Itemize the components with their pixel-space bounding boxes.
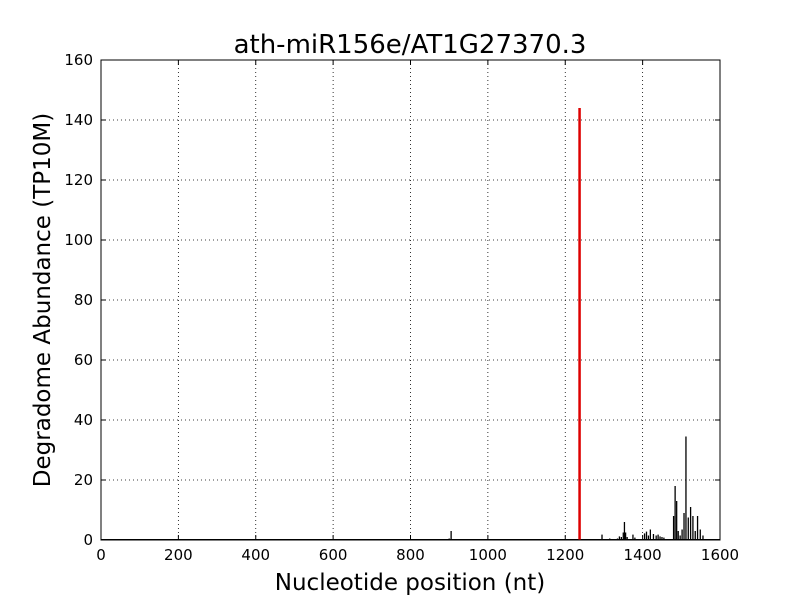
y-tick-label: 140 (64, 111, 93, 129)
x-tick-label: 0 (96, 546, 106, 564)
grid (100, 59, 721, 541)
y-axis-label: Degradome Abundance (TP10M) (30, 113, 56, 487)
x-tick-label: 600 (319, 546, 348, 564)
y-tick-label: 120 (64, 171, 93, 189)
y-tick-label: 20 (74, 471, 93, 489)
y-axis-ticks: 0 20 40 60 80 100 120 140 160 (64, 51, 720, 549)
x-tick-label: 200 (164, 546, 193, 564)
y-tick-label: 0 (83, 531, 93, 549)
y-tick-label: 100 (64, 231, 93, 249)
x-axis-label: Nucleotide position (nt) (275, 570, 545, 596)
x-tick-label: 1200 (546, 546, 584, 564)
y-tick-label: 60 (74, 351, 93, 369)
x-tick-label: 1400 (624, 546, 662, 564)
x-axis-ticks: 0 200 400 600 800 1000 1200 1400 1600 (96, 60, 739, 564)
x-tick-label: 800 (396, 546, 425, 564)
y-tick-label: 40 (74, 411, 93, 429)
y-tick-label: 80 (74, 291, 93, 309)
x-tick-label: 1600 (701, 546, 739, 564)
x-tick-label: 1000 (469, 546, 507, 564)
x-tick-label: 400 (241, 546, 270, 564)
y-tick-label: 160 (64, 51, 93, 69)
chart-title: ath-miR156e/AT1G27370.3 (234, 30, 587, 60)
